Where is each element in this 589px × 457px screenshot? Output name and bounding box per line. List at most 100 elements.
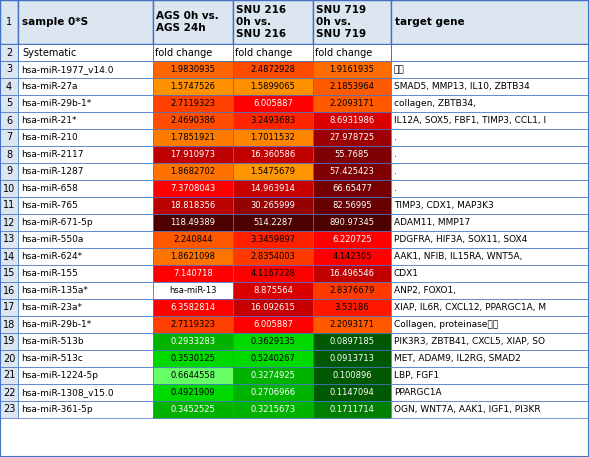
Text: 1.8621098: 1.8621098 [170,252,216,261]
Bar [313,180,391,197]
Text: PPARGC1A: PPARGC1A [394,388,442,397]
Text: 1.7851921: 1.7851921 [171,133,216,142]
Bar [313,112,391,129]
Text: hsa-miR-550a: hsa-miR-550a [21,235,84,244]
Bar [0,316,18,333]
Text: 2.1853964: 2.1853964 [329,82,375,91]
Text: 1.7011532: 1.7011532 [250,133,296,142]
Bar [233,44,313,61]
Text: 없음: 없음 [394,65,405,74]
Bar [313,401,391,418]
Bar [233,333,313,350]
Text: 8.875564: 8.875564 [253,286,293,295]
Bar [18,282,153,299]
Text: hsa-miR-624*: hsa-miR-624* [21,252,82,261]
Bar [153,0,233,44]
Bar [233,129,313,146]
Bar [18,95,153,112]
Bar [313,299,391,316]
Bar [313,367,391,384]
Bar [313,316,391,333]
Text: 4.142305: 4.142305 [332,252,372,261]
Bar [18,214,153,231]
Text: OGN, WNT7A, AAK1, IGF1, PI3KR: OGN, WNT7A, AAK1, IGF1, PI3KR [394,405,541,414]
Text: ADAM11, MMP17: ADAM11, MMP17 [394,218,470,227]
Text: collagen, ZBTB34,: collagen, ZBTB34, [394,99,476,108]
Text: 2.2093171: 2.2093171 [330,320,375,329]
Text: 14.963914: 14.963914 [250,184,296,193]
Bar [313,282,391,299]
Bar [391,197,589,214]
Bar [313,61,391,78]
Text: 514.2287: 514.2287 [253,218,293,227]
Bar [153,384,233,401]
Bar [0,333,18,350]
Text: SNU 719
0h vs.
SNU 719: SNU 719 0h vs. SNU 719 [316,5,366,38]
Bar [391,112,589,129]
Bar [391,333,589,350]
Bar [391,180,589,197]
Bar [18,44,153,61]
Bar [0,299,18,316]
Bar [18,129,153,146]
Text: 2.2093171: 2.2093171 [330,99,375,108]
Text: 6: 6 [6,116,12,126]
Text: 6.005887: 6.005887 [253,320,293,329]
Text: PDGFRA, HIF3A, SOX11, SOX4: PDGFRA, HIF3A, SOX11, SOX4 [394,235,527,244]
Text: hsa-miR-513b: hsa-miR-513b [21,337,84,346]
Text: SNU 216
0h vs.
SNU 216: SNU 216 0h vs. SNU 216 [236,5,286,38]
Text: hsa-miR-29b-1*: hsa-miR-29b-1* [21,99,91,108]
Bar [391,214,589,231]
Bar [18,333,153,350]
Bar [0,384,18,401]
Bar [18,61,153,78]
Bar [391,316,589,333]
Text: 66.65477: 66.65477 [332,184,372,193]
Text: hsa-miR-21*: hsa-miR-21* [21,116,77,125]
Bar [18,146,153,163]
Bar [313,197,391,214]
Bar [153,231,233,248]
Text: target gene: target gene [395,17,465,27]
Bar [0,248,18,265]
Bar [233,350,313,367]
Text: 17.910973: 17.910973 [170,150,216,159]
Text: hsa-miR-13: hsa-miR-13 [169,286,217,295]
Text: TIMP3, CDX1, MAP3K3: TIMP3, CDX1, MAP3K3 [394,201,494,210]
Bar [153,180,233,197]
Text: 6.005887: 6.005887 [253,99,293,108]
Bar [391,299,589,316]
Bar [233,367,313,384]
Bar [391,367,589,384]
Bar [313,214,391,231]
Text: hsa-miR-2117: hsa-miR-2117 [21,150,84,159]
Text: 1.5747526: 1.5747526 [170,82,216,91]
Text: 18.818356: 18.818356 [170,201,216,210]
Bar [153,214,233,231]
Bar [233,78,313,95]
Text: 11: 11 [3,201,15,211]
Text: hsa-miR-1977_v14.0: hsa-miR-1977_v14.0 [21,65,114,74]
Bar [0,129,18,146]
Text: ANP2, FOXO1,: ANP2, FOXO1, [394,286,456,295]
Bar [0,146,18,163]
Text: 1.5475679: 1.5475679 [250,167,296,176]
Text: 13: 13 [3,234,15,244]
Bar [153,44,233,61]
Text: 2.7119323: 2.7119323 [170,320,216,329]
Bar [153,367,233,384]
Bar [233,112,313,129]
Text: hsa-miR-135a*: hsa-miR-135a* [21,286,88,295]
Text: 6.220725: 6.220725 [332,235,372,244]
Text: 0.2706966: 0.2706966 [250,388,296,397]
Bar [153,112,233,129]
Text: .: . [394,150,397,159]
Text: fold change: fold change [315,48,372,58]
Bar [18,350,153,367]
Bar [233,401,313,418]
Text: LBP, FGF1: LBP, FGF1 [394,371,439,380]
Text: SMAD5, MMP13, IL10, ZBTB34: SMAD5, MMP13, IL10, ZBTB34 [394,82,530,91]
Text: 4.1167228: 4.1167228 [250,269,296,278]
Text: Systematic: Systematic [22,48,77,58]
Bar [233,282,313,299]
